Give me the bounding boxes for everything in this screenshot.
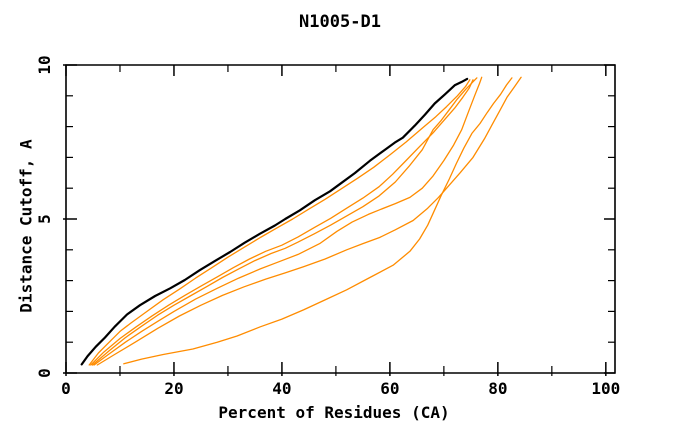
series-orange-curve-1: [88, 79, 471, 366]
x-tick-label: 80: [488, 379, 507, 398]
y-tick-label: 10: [35, 55, 54, 74]
series-black-reference-curve: [80, 77, 469, 366]
series-orange-curve-4: [93, 76, 483, 366]
x-axis-label: Percent of Residues (CA): [218, 403, 450, 422]
x-tick-label: 0: [61, 379, 71, 398]
y-axis-label: Distance Cutoff, A: [16, 139, 36, 313]
x-tick-label: 40: [272, 379, 291, 398]
y-tick-label: 5: [35, 214, 54, 224]
x-tick-label: 60: [380, 379, 399, 398]
series-orange-curve-2: [90, 79, 474, 366]
series-orange-curve-3: [91, 77, 478, 366]
chart-title: N1005-D1: [299, 12, 381, 32]
y-tick-label: 0: [35, 368, 54, 378]
x-tick-label: 100: [591, 379, 620, 398]
x-tick-label: 20: [164, 379, 183, 398]
series-orange-curve-5: [96, 76, 522, 366]
series-orange-curve-6-sag: [123, 77, 513, 365]
